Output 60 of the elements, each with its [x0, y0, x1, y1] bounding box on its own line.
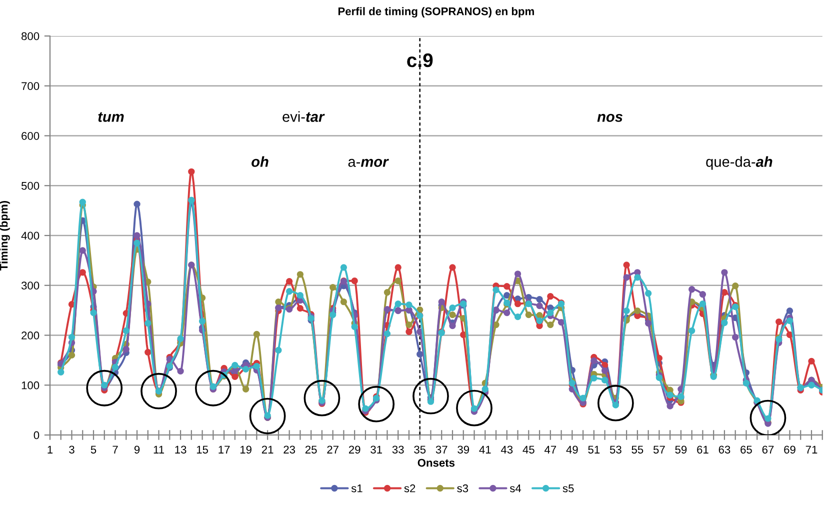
y-tick-label: 500 [21, 182, 40, 190]
x-tick-label: 37 [436, 446, 448, 454]
x-tick-label: 53 [610, 446, 622, 454]
x-tick-label: 57 [653, 446, 665, 454]
x-tick-label: 67 [762, 446, 774, 454]
legend-label: s3 [457, 484, 468, 492]
x-tick-label: 49 [566, 446, 578, 454]
x-tick-label: 41 [479, 446, 491, 454]
x-tick-label: 23 [284, 446, 296, 454]
x-tick-label: 29 [348, 446, 360, 454]
x-tick-label: 25 [305, 446, 317, 454]
x-axis-title: Onsets [418, 458, 455, 467]
x-tick-label: 5 [90, 446, 96, 454]
x-tick-label: 35 [414, 446, 426, 454]
x-tick-label: 71 [806, 446, 818, 454]
x-tick-label: 43 [500, 446, 513, 454]
y-tick-label: 100 [22, 381, 40, 390]
x-tick-label: 15 [196, 446, 208, 454]
x-tick-label: 39 [458, 446, 470, 454]
y-tick-label: 600 [22, 132, 40, 140]
x-tick-label: 9 [134, 446, 140, 454]
y-axis-title: Timing (bpm) [0, 200, 10, 270]
x-tick-label: 63 [718, 446, 730, 454]
x-tick-label: 1 [48, 446, 53, 454]
annotation: a-mor [348, 158, 389, 167]
annotation: nos [597, 114, 622, 122]
legend-label: s5 [562, 484, 574, 492]
annotation: evi-tar [282, 111, 325, 122]
ref-line-label: c.9 [407, 53, 433, 68]
y-tick-label: 300 [21, 282, 40, 290]
x-tick-label: 31 [370, 446, 382, 454]
x-tick-label: 3 [69, 446, 74, 454]
x-tick-label: 27 [327, 446, 338, 454]
legend-label: s1 [351, 484, 362, 492]
x-tick-label: 59 [675, 446, 687, 454]
annotation: que-da-ah [706, 156, 772, 170]
legend-label: s2 [404, 484, 416, 492]
x-tick-label: 13 [175, 446, 186, 454]
chart-title: Perfil de timing (SOPRANOS) en bpm [338, 7, 534, 18]
x-tick-label: 33 [392, 446, 404, 454]
x-tick-label: 65 [740, 446, 752, 454]
x-tick-label: 17 [218, 446, 230, 454]
y-tick-label: 800 [22, 32, 40, 40]
x-tick-label: 69 [784, 446, 796, 454]
x-tick-label: 21 [262, 446, 274, 454]
x-tick-label: 47 [544, 446, 556, 454]
x-tick-label: 45 [522, 446, 534, 454]
annotation: tum [98, 112, 124, 122]
x-tick-label: 55 [632, 446, 644, 454]
x-tick-label: 7 [112, 446, 118, 454]
x-tick-label: 11 [154, 446, 164, 454]
annotation: oh [252, 156, 268, 167]
x-tick-label: 19 [240, 446, 252, 454]
y-tick-label: 200 [22, 332, 40, 340]
x-tick-label: 51 [588, 446, 600, 454]
y-tick-label: 0 [34, 431, 40, 440]
y-tick-label: 700 [22, 82, 40, 90]
y-tick-label: 400 [21, 232, 40, 240]
x-tick-label: 61 [697, 446, 708, 454]
legend-label: s4 [510, 484, 522, 492]
